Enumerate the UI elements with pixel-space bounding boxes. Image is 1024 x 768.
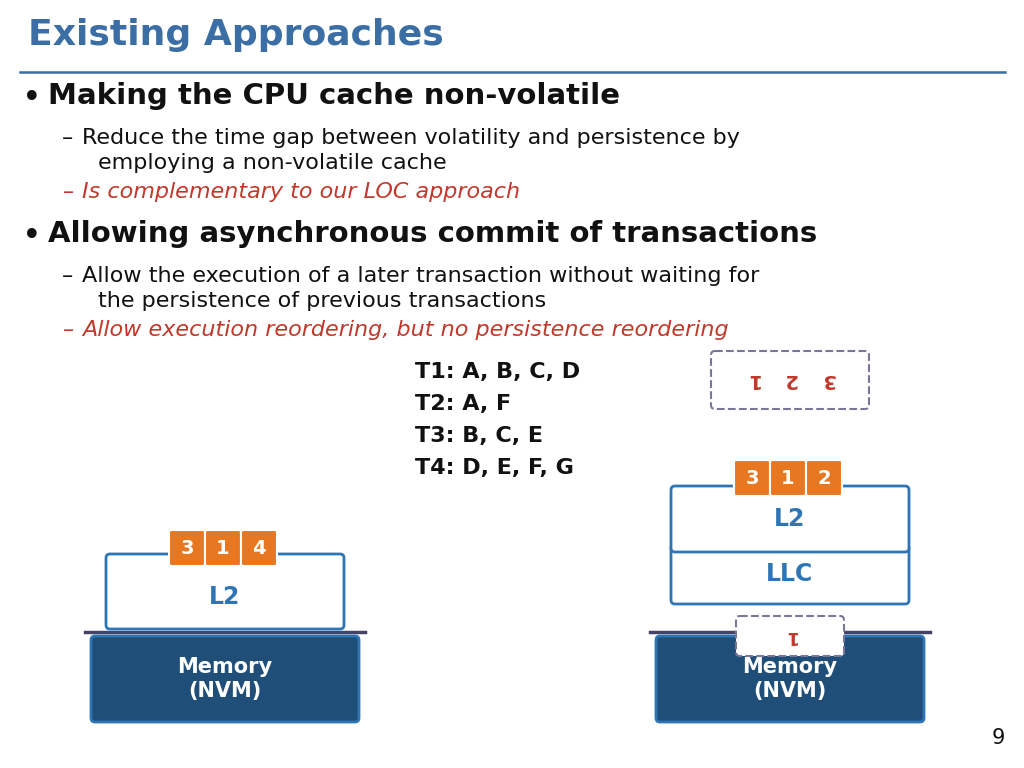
Text: 2: 2: [817, 468, 830, 488]
Text: Making the CPU cache non-volatile: Making the CPU cache non-volatile: [48, 82, 620, 110]
FancyBboxPatch shape: [205, 530, 241, 566]
FancyBboxPatch shape: [671, 544, 909, 604]
Text: –: –: [62, 128, 74, 148]
FancyBboxPatch shape: [770, 460, 806, 496]
Text: the persistence of previous transactions: the persistence of previous transactions: [98, 291, 546, 311]
Text: –: –: [62, 182, 73, 202]
Text: 1: 1: [781, 468, 795, 488]
Text: –: –: [62, 266, 74, 286]
Text: 9: 9: [991, 728, 1005, 748]
Text: 2: 2: [783, 370, 797, 389]
FancyBboxPatch shape: [656, 636, 924, 722]
Text: –: –: [62, 320, 73, 340]
Text: Memory
(NVM): Memory (NVM): [742, 657, 838, 700]
Text: 4: 4: [252, 538, 266, 558]
Text: Allowing asynchronous commit of transactions: Allowing asynchronous commit of transact…: [48, 220, 817, 248]
FancyBboxPatch shape: [671, 486, 909, 552]
FancyBboxPatch shape: [241, 530, 278, 566]
Text: Is complementary to our LOC approach: Is complementary to our LOC approach: [82, 182, 520, 202]
FancyBboxPatch shape: [734, 460, 770, 496]
FancyBboxPatch shape: [169, 530, 205, 566]
Text: L2: L2: [209, 584, 241, 608]
FancyBboxPatch shape: [736, 616, 844, 656]
Text: 1: 1: [783, 627, 797, 645]
Text: 3: 3: [180, 538, 194, 558]
Text: T1: A, B, C, D: T1: A, B, C, D: [415, 362, 581, 382]
Text: Existing Approaches: Existing Approaches: [28, 18, 443, 52]
Text: Allow the execution of a later transaction without waiting for: Allow the execution of a later transacti…: [82, 266, 760, 286]
Text: Allow execution reordering, but no persistence reordering: Allow execution reordering, but no persi…: [82, 320, 729, 340]
FancyBboxPatch shape: [91, 636, 359, 722]
Text: Memory
(NVM): Memory (NVM): [177, 657, 272, 700]
Text: 1: 1: [745, 370, 759, 389]
FancyBboxPatch shape: [711, 351, 869, 409]
Text: L2: L2: [774, 507, 806, 531]
FancyBboxPatch shape: [806, 460, 842, 496]
Text: 3: 3: [821, 370, 835, 389]
Text: T2: A, F: T2: A, F: [415, 394, 511, 414]
Text: 3: 3: [745, 468, 759, 488]
FancyBboxPatch shape: [106, 554, 344, 629]
Text: LLC: LLC: [766, 562, 814, 586]
Text: Reduce the time gap between volatility and persistence by: Reduce the time gap between volatility a…: [82, 128, 740, 148]
Text: 1: 1: [216, 538, 229, 558]
Text: •: •: [22, 82, 42, 115]
Text: T4: D, E, F, G: T4: D, E, F, G: [415, 458, 573, 478]
Text: •: •: [22, 220, 42, 253]
Text: T3: B, C, E: T3: B, C, E: [415, 426, 543, 446]
Text: employing a non-volatile cache: employing a non-volatile cache: [98, 153, 446, 173]
